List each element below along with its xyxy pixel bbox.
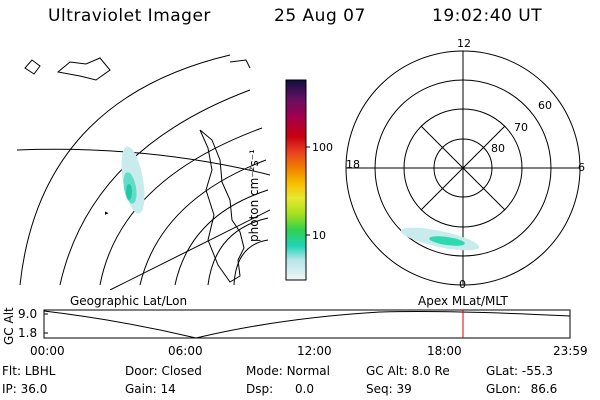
info-gc-alt: GC Alt: 8.0 Re xyxy=(366,364,450,378)
mlt-label-6: 6 xyxy=(578,161,585,174)
date-label: 25 Aug 07 xyxy=(274,6,366,26)
altitude-plot-frame xyxy=(43,309,571,339)
geographic-panel-label: Geographic Lat/Lon xyxy=(70,294,188,308)
xtick-0600: 06:00 xyxy=(168,344,203,358)
time-label: 19:02:40 UT xyxy=(432,6,543,26)
info-ip: IP: 36.0 xyxy=(2,382,48,396)
mlat-label-60: 60 xyxy=(538,99,552,112)
xtick-2359: 23:59 xyxy=(553,344,588,358)
svg-text:▸: ▸ xyxy=(105,209,109,217)
info-mode: Mode: Normal xyxy=(246,364,330,378)
instrument-title: Ultraviolet Imager xyxy=(48,6,211,26)
info-seq: Seq: 39 xyxy=(366,382,412,396)
xtick-1800: 18:00 xyxy=(427,344,462,358)
mlt-label-18: 18 xyxy=(346,158,360,171)
mlt-label-0: 0 xyxy=(459,278,466,291)
info-flt: Flt: LBHL xyxy=(2,364,56,378)
mlat-label-70: 70 xyxy=(514,121,528,134)
colorbar-tick-10: 10 xyxy=(312,229,326,242)
polar-panel-label: Apex MLat/MLT xyxy=(418,294,508,308)
mlat-label-80: 80 xyxy=(491,142,505,155)
xtick-0000: 00:00 xyxy=(30,344,65,358)
altitude-ylabel: GC Alt xyxy=(2,307,16,345)
colorbar xyxy=(285,79,307,281)
altitude-ytick-1-8: 1.8 xyxy=(18,326,38,340)
altitude-ytick-9: 9.0 xyxy=(18,307,38,321)
mlt-label-12: 12 xyxy=(457,37,471,50)
info-door: Door: Closed xyxy=(125,364,202,378)
colorbar-label: photon cm⁻²s⁻¹ xyxy=(247,149,261,242)
info-glat: GLat: -55.3 xyxy=(486,364,553,378)
colorbar-tick-100: 100 xyxy=(312,141,333,154)
info-glon: GLon: 86.6 xyxy=(486,382,558,396)
info-gain: Gain: 14 xyxy=(125,382,176,396)
info-dsp: Dsp: 0.0 xyxy=(246,382,315,396)
xtick-1200: 12:00 xyxy=(297,344,332,358)
